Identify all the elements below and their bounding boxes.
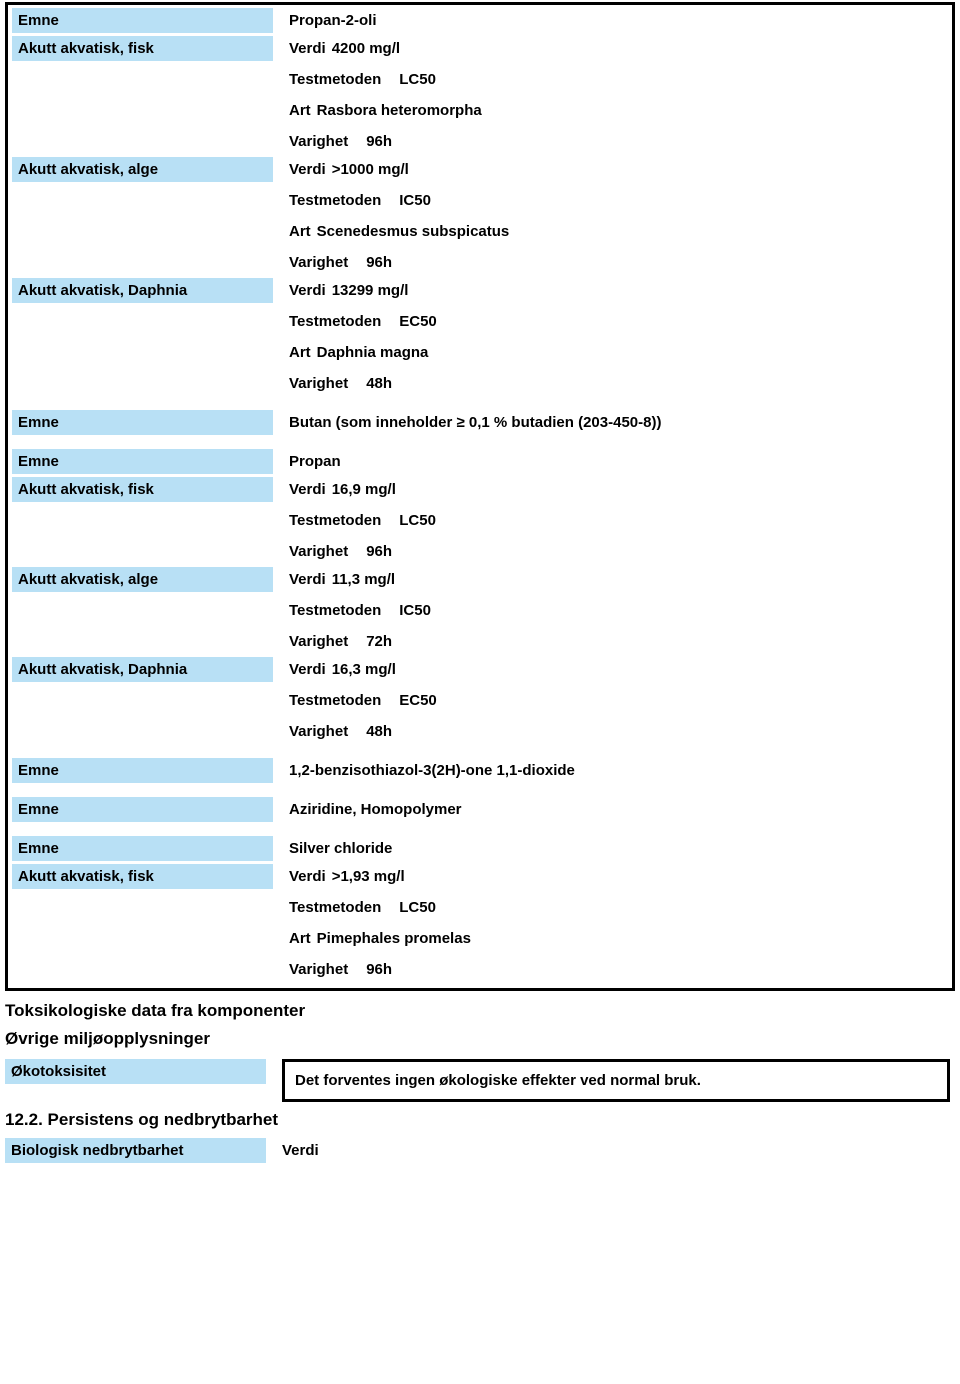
emne-label: Emne <box>12 8 273 33</box>
emne-value: Silver chloride <box>289 836 948 861</box>
alge-label: Akutt akvatisk, alge <box>12 567 273 592</box>
emne-value: 1,2-benzisothiazol-3(2H)-one 1,1-dioxide <box>289 758 948 783</box>
toks-heading: Toksikologiske data fra komponenter <box>5 1001 955 1021</box>
bio-row: Biologisk nedbrytbarhet Verdi <box>0 1138 955 1167</box>
emne-row: Emne Propan-2-oli <box>12 8 948 33</box>
alge-row: Akutt akvatisk, alge Verdi>1000 mg/l Tes… <box>12 157 948 275</box>
daphnia-label: Akutt akvatisk, Daphnia <box>12 278 273 303</box>
emne-value: Butan (som inneholder ≥ 0,1 % butadien (… <box>289 410 948 435</box>
daphnia-values: Verdi13299 mg/l TestmetodenEC50 ArtDaphn… <box>289 278 948 396</box>
fisk-row: Akutt akvatisk, fisk Verdi16,9 mg/l Test… <box>12 477 948 564</box>
emne-label: Emne <box>12 449 273 474</box>
okotoks-row: Økotoksisitet Det forventes ingen økolog… <box>0 1059 955 1102</box>
alge-values: Verdi>1000 mg/l TestmetodenIC50 ArtScene… <box>289 157 948 275</box>
fisk-label: Akutt akvatisk, fisk <box>12 477 273 502</box>
bio-value: Verdi <box>282 1138 955 1163</box>
fisk-label: Akutt akvatisk, fisk <box>12 864 273 889</box>
main-data-box: Emne Propan-2-oli Akutt akvatisk, fisk V… <box>5 2 955 991</box>
daphnia-label: Akutt akvatisk, Daphnia <box>12 657 273 682</box>
emne-row-propan: Emne Propan <box>12 449 948 474</box>
emne-label: Emne <box>12 410 273 435</box>
emne-row-benz: Emne 1,2-benzisothiazol-3(2H)-one 1,1-di… <box>12 758 948 783</box>
bio-label: Biologisk nedbrytbarhet <box>5 1138 266 1163</box>
sect-12-2-heading: 12.2. Persistens og nedbrytbarhet <box>5 1110 955 1130</box>
fisk-row: Akutt akvatisk, fisk Verdi>1,93 mg/l Tes… <box>12 864 948 982</box>
emne-label: Emne <box>12 836 273 861</box>
emne-row-silver: Emne Silver chloride <box>12 836 948 861</box>
daphnia-row: Akutt akvatisk, Daphnia Verdi16,3 mg/l T… <box>12 657 948 744</box>
daphnia-values: Verdi16,3 mg/l TestmetodenEC50 Varighet4… <box>289 657 948 744</box>
emne-row-azir: Emne Aziridine, Homopolymer <box>12 797 948 822</box>
emne-value: Aziridine, Homopolymer <box>289 797 948 822</box>
alge-row: Akutt akvatisk, alge Verdi11,3 mg/l Test… <box>12 567 948 654</box>
emne-row-butan: Emne Butan (som inneholder ≥ 0,1 % butad… <box>12 410 948 435</box>
alge-label: Akutt akvatisk, alge <box>12 157 273 182</box>
daphnia-row: Akutt akvatisk, Daphnia Verdi13299 mg/l … <box>12 278 948 396</box>
emne-label: Emne <box>12 758 273 783</box>
fisk-values: Verdi>1,93 mg/l TestmetodenLC50 ArtPimep… <box>289 864 948 982</box>
emne-value: Propan-2-oli <box>289 8 948 33</box>
fisk-values: Verdi4200 mg/l TestmetodenLC50 ArtRasbor… <box>289 36 948 154</box>
emne-label: Emne <box>12 797 273 822</box>
okotoks-text: Det forventes ingen økologiske effekter … <box>282 1059 950 1102</box>
okotoks-label: Økotoksisitet <box>5 1059 266 1084</box>
fisk-values: Verdi16,9 mg/l TestmetodenLC50 Varighet9… <box>289 477 948 564</box>
ovrige-heading: Øvrige miljøopplysninger <box>5 1029 955 1049</box>
fisk-row: Akutt akvatisk, fisk Verdi4200 mg/l Test… <box>12 36 948 154</box>
alge-values: Verdi11,3 mg/l TestmetodenIC50 Varighet7… <box>289 567 948 654</box>
emne-value: Propan <box>289 449 948 474</box>
fisk-label: Akutt akvatisk, fisk <box>12 36 273 61</box>
